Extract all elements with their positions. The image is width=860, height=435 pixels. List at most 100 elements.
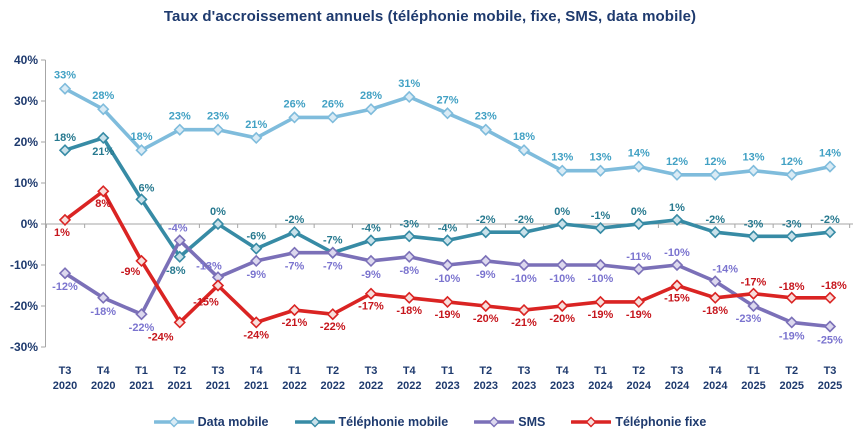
data-point-data_mobile: [288, 111, 301, 124]
data-point-telephonie_mobile: [479, 226, 492, 239]
data-point-telephonie_fixe: [250, 316, 263, 329]
data-label-data_mobile: 14%: [819, 148, 841, 160]
data-label-sms: -8%: [399, 265, 419, 277]
data-label-data_mobile: 26%: [322, 98, 344, 110]
data-point-telephonie_fixe: [211, 279, 225, 292]
legend-item-telephonie_fixe: Téléphonie fixe: [571, 415, 706, 429]
data-label-data_mobile: 23%: [475, 111, 497, 123]
data-point-telephonie_fixe: [403, 291, 416, 304]
legend-label: Téléphonie mobile: [338, 415, 449, 429]
y-axis-label: 0%: [21, 217, 39, 231]
y-axis-label: -30%: [10, 340, 38, 354]
x-axis-label-quarter: T2: [173, 365, 186, 377]
data-label-telephonie_mobile: -4%: [361, 222, 381, 234]
data-point-sms: [58, 267, 72, 280]
data-label-telephonie_fixe: -19%: [588, 309, 614, 321]
data-label-telephonie_mobile: 0%: [554, 206, 570, 218]
data-label-telephonie_mobile: -3%: [744, 218, 764, 230]
data-label-sms: -18%: [90, 306, 116, 318]
data-point-telephonie_fixe: [479, 299, 492, 313]
x-axis-label-year: 2020: [91, 380, 115, 392]
y-axis-label: -20%: [10, 299, 38, 313]
data-point-sms: [632, 262, 645, 276]
data-label-telephonie_mobile: -4%: [438, 222, 458, 234]
data-label-data_mobile: 13%: [742, 152, 764, 164]
legend: Data mobile Téléphonie mobile SMS Téléphoni…: [0, 415, 860, 429]
x-axis-label-year: 2021: [244, 380, 268, 392]
x-axis-label-quarter: T1: [441, 365, 454, 377]
data-point-telephonie_fixe: [288, 303, 301, 317]
data-label-telephonie_mobile: 18%: [54, 132, 76, 144]
data-point-data_mobile: [479, 123, 492, 136]
data-label-sms: -12%: [52, 281, 78, 293]
data-label-telephonie_mobile: 0%: [631, 206, 647, 218]
data-label-telephonie_mobile: -3%: [782, 218, 802, 230]
data-label-telephonie_fixe: -18%: [821, 280, 847, 292]
data-point-telephonie_mobile: [58, 144, 72, 157]
data-point-telephonie_mobile: [556, 217, 569, 231]
legend-marker-telephonie_fixe: [571, 416, 612, 428]
data-point-data_mobile: [670, 168, 684, 181]
x-axis-label-quarter: T1: [288, 365, 301, 377]
y-axis-label: 30%: [14, 94, 38, 108]
data-point-data_mobile: [58, 82, 72, 95]
data-point-sms: [517, 258, 531, 272]
data-label-data_mobile: 23%: [169, 111, 191, 123]
x-axis-label-year: 2025: [818, 380, 842, 392]
data-label-sms: -10%: [511, 273, 537, 285]
data-point-telephonie_fixe: [670, 279, 684, 292]
data-point-sms: [479, 254, 492, 268]
data-point-sms: [97, 291, 110, 304]
data-label-sms: -25%: [817, 335, 843, 347]
x-axis-label-quarter: T1: [594, 365, 607, 377]
x-axis-label-year: 2024: [588, 380, 613, 392]
data-label-sms: -10%: [549, 273, 575, 285]
data-label-data_mobile: 18%: [513, 131, 535, 143]
data-label-telephonie_fixe: -24%: [148, 331, 174, 343]
data-point-sms: [670, 258, 684, 272]
legend-marker-telephonie_mobile: [294, 416, 335, 428]
data-point-data_mobile: [441, 107, 454, 120]
data-label-sms: -14%: [712, 263, 738, 275]
data-label-telephonie_mobile: -6%: [246, 231, 266, 243]
legend-label: Data mobile: [197, 415, 269, 429]
x-axis-label-year: 2023: [435, 380, 459, 392]
legend-label: SMS: [518, 415, 546, 429]
legend-diamond: [168, 416, 180, 428]
data-label-telephonie_mobile: -1%: [591, 210, 611, 222]
data-label-telephonie_fixe: -24%: [243, 329, 269, 341]
data-point-sms: [785, 316, 798, 329]
data-point-telephonie_fixe: [58, 213, 72, 227]
data-label-sms: -23%: [736, 313, 762, 325]
data-point-sms: [556, 258, 569, 272]
data-point-telephonie_mobile: [364, 234, 378, 247]
data-label-telephonie_fixe: -18%: [396, 305, 422, 317]
x-axis-label-quarter: T2: [326, 365, 339, 377]
data-point-data_mobile: [403, 90, 416, 104]
x-axis-label-quarter: T3: [671, 365, 684, 377]
data-point-telephonie_fixe: [709, 291, 722, 304]
data-label-telephonie_fixe: -19%: [626, 309, 652, 321]
data-label-sms: -9%: [361, 269, 381, 281]
data-point-telephonie_fixe: [632, 295, 645, 309]
data-point-telephonie_mobile: [670, 213, 684, 227]
x-axis-label-quarter: T4: [403, 365, 417, 377]
x-axis-label-year: 2024: [627, 380, 652, 392]
data-point-telephonie_fixe: [594, 295, 607, 309]
data-label-telephonie_fixe: -21%: [511, 317, 537, 329]
data-point-telephonie_mobile: [517, 226, 531, 239]
x-axis-label-year: 2022: [359, 380, 383, 392]
data-label-data_mobile: 28%: [360, 90, 382, 102]
data-label-telephonie_fixe: -20%: [473, 313, 499, 325]
legend-item-telephonie_mobile: Téléphonie mobile: [294, 415, 449, 429]
data-point-telephonie_mobile: [709, 226, 722, 239]
data-label-telephonie_fixe: -22%: [320, 321, 346, 333]
data-point-data_mobile: [785, 168, 798, 181]
data-point-telephonie_mobile: [97, 131, 110, 145]
data-label-data_mobile: 21%: [245, 119, 267, 131]
data-point-sms: [594, 258, 607, 272]
data-label-telephonie_mobile: -7%: [323, 235, 343, 247]
data-point-data_mobile: [326, 111, 339, 124]
